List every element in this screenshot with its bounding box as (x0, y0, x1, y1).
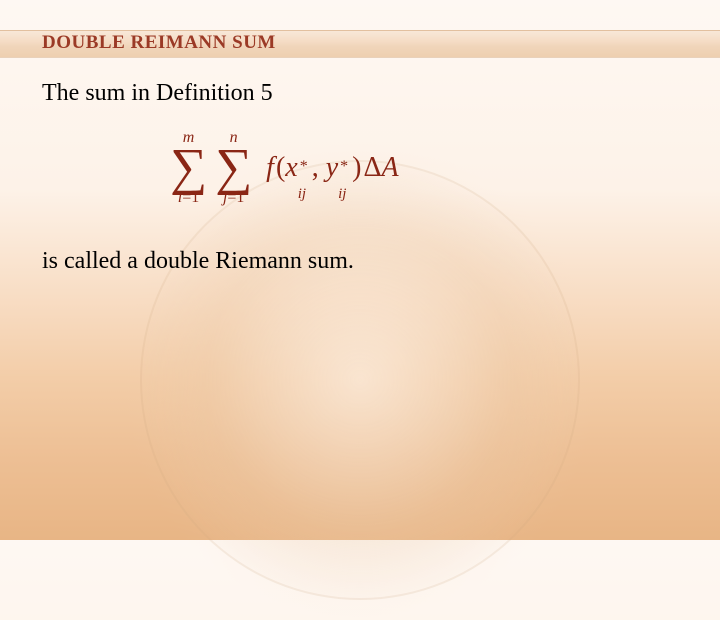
formula-delta: Δ (363, 152, 381, 183)
sigma-inner: n ∑ j=1 (215, 130, 252, 206)
formula-open-paren: ( (276, 152, 285, 183)
formula-y: y (326, 152, 338, 183)
formula-f: f (266, 152, 274, 183)
formula-double-riemann-sum: m ∑ i=1 n ∑ j=1 f(x*ij, y*ij)ΔA (170, 130, 399, 206)
sigma-symbol: ∑ (215, 146, 252, 190)
sigma-outer: m ∑ i=1 (170, 130, 207, 206)
body-text-line-2: is called a double Riemann sum. (42, 248, 354, 275)
formula-comma: , (312, 152, 326, 183)
formula-close-paren: ) (352, 152, 361, 183)
formula-function-part: f(x*ij, y*ij)ΔA (260, 152, 398, 184)
formula-x: x (285, 152, 297, 183)
formula-A: A (381, 152, 398, 183)
body-text-line-1: The sum in Definition 5 (42, 80, 273, 107)
background-clock-circle (140, 160, 580, 600)
sigma-symbol: ∑ (170, 146, 207, 190)
slide-title: DOUBLE REIMANN SUM (42, 32, 276, 54)
